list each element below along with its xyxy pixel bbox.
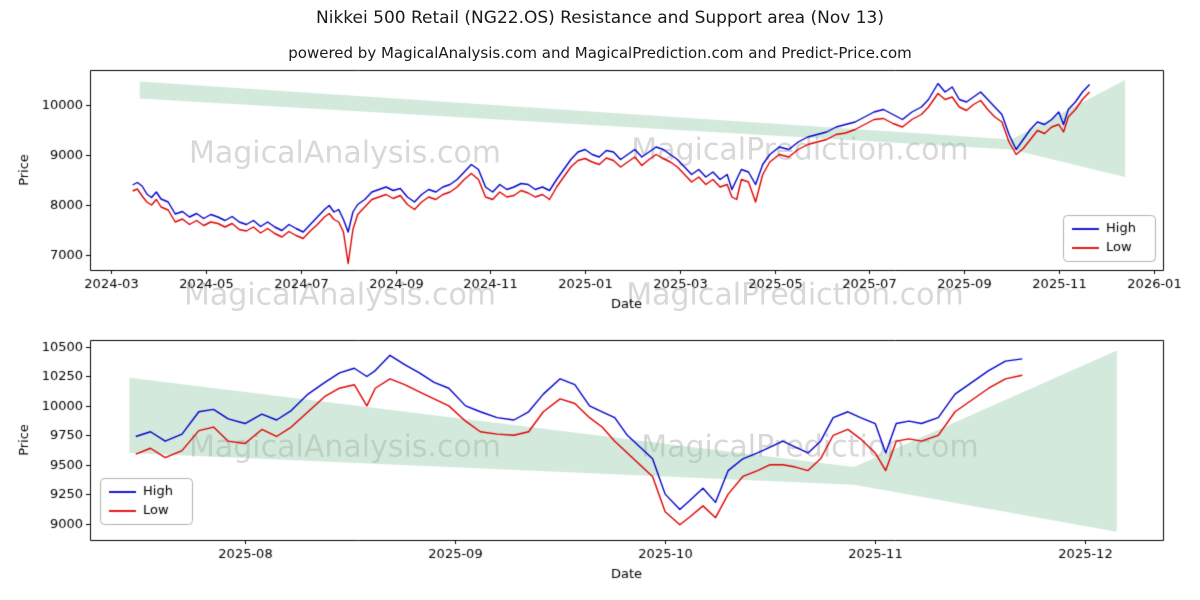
- price-chart-recent-zoom: [0, 330, 1200, 600]
- price-chart-full-history: [0, 0, 1200, 330]
